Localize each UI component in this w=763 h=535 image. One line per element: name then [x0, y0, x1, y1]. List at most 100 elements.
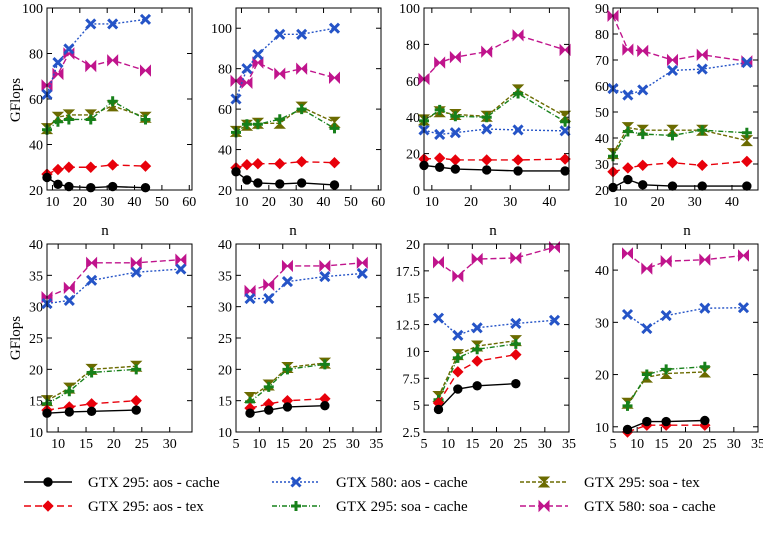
x-tick-label: 20 [107, 437, 121, 452]
data-point-gtx295_aos_cache [450, 164, 461, 174]
x-tick-label: 10 [45, 195, 59, 210]
series-line-gtx580_aos_cache [235, 27, 335, 100]
y-tick-label: 7.5 [403, 372, 421, 387]
y-tick-label: 20 [406, 148, 420, 163]
x-tick-label: 40 [725, 195, 739, 210]
x-axis-label-panel-4: n [683, 223, 691, 239]
data-point-gtx295_soa_cache [510, 338, 521, 349]
data-point-gtx580_soa_cache [319, 259, 331, 273]
data-point-gtx295_aos_cache [275, 179, 285, 189]
x-tick-label: 30 [538, 437, 552, 452]
data-point-gtx580_aos_cache [434, 128, 446, 141]
data-point-gtx295_soa_cache [641, 369, 652, 380]
data-point-gtx580_soa_cache [241, 76, 253, 90]
data-point-gtx295_soa_cache [131, 364, 142, 375]
legend-label: GTX 580: soa - cache [584, 499, 716, 515]
y-tick-label: 40 [595, 264, 609, 279]
data-point-gtx295_soa_cache [329, 123, 340, 134]
plot-frame [235, 7, 382, 191]
data-point-gtx295_aos_cache [622, 424, 633, 435]
y-tick-label: 80 [406, 38, 420, 53]
data-point-gtx295_soa_cache [85, 114, 96, 125]
x-tick-label: 10 [630, 437, 644, 452]
data-point-gtx580_aos_cache [85, 18, 97, 30]
plot-frame [235, 243, 382, 433]
data-point-gtx295_aos_cache [661, 416, 671, 427]
y-tick-label: 15 [29, 395, 43, 410]
series-gtx295_soa_cache [245, 359, 330, 407]
data-point-gtx295_aos_cache [560, 166, 570, 176]
y-tick-label: 15 [406, 292, 420, 307]
y-tick-label: 25 [29, 332, 43, 347]
data-point-gtx295_soa_cache [667, 130, 678, 141]
y-tick-label: 20 [595, 369, 609, 384]
series-gtx580_soa_cache [433, 241, 560, 283]
data-point-gtx580_aos_cache [244, 292, 256, 305]
series-gtx295_aos_tex [41, 159, 152, 180]
legend-label: GTX 295: soa - tex [584, 475, 700, 491]
series-gtx580_aos_cache [41, 263, 187, 310]
series-gtx295_aos_tex [41, 394, 142, 416]
data-point-gtx580_aos_cache [737, 302, 750, 314]
x-tick-label: 15 [79, 437, 93, 452]
data-point-gtx295_soa_cache [274, 114, 285, 125]
x-tick-label: 35 [369, 437, 383, 452]
data-point-gtx295_aos_cache [642, 416, 652, 427]
y-tick-label: 30 [595, 158, 609, 173]
data-point-gtx295_aos_cache [86, 406, 97, 417]
x-tick-label: 20 [73, 195, 87, 210]
series-line-gtx295_soa_tex [249, 362, 325, 399]
series-line-gtx295_soa_tex [626, 371, 705, 404]
data-point-gtx580_aos_cache [296, 28, 308, 40]
y-tick-label: 40 [218, 238, 232, 253]
series-gtx580_soa_cache [41, 47, 151, 92]
y-tick-label: 12.5 [396, 319, 421, 334]
data-point-gtx295_soa_cache [622, 400, 633, 411]
data-point-gtx580_aos_cache [319, 271, 331, 283]
series-line-gtx580_aos_cache [423, 128, 566, 136]
x-axis-label-panel-1: n [101, 223, 109, 239]
series-gtx580_aos_cache [244, 267, 368, 305]
series-gtx295_soa_cache [419, 88, 571, 127]
legend-marker-gtx295_aos_tex [42, 500, 54, 512]
data-point-gtx580_soa_cache [641, 262, 653, 275]
data-point-gtx295_aos_cache [433, 404, 444, 415]
y-tick-label: 10 [595, 421, 609, 436]
y-axis-label-top: GFlops [8, 78, 24, 122]
x-tick-label: 20 [464, 195, 478, 210]
data-point-gtx295_aos_cache [107, 181, 118, 192]
y-tick-label: 60 [218, 103, 232, 118]
series-line-gtx295_aos_cache [437, 382, 516, 410]
data-point-gtx295_aos_tex [452, 366, 464, 378]
data-point-gtx580_aos_cache [281, 276, 294, 288]
data-point-gtx295_soa_cache [241, 119, 252, 130]
y-tick-label: 100 [399, 2, 420, 17]
data-point-gtx295_soa_cache [450, 111, 461, 122]
data-point-gtx295_soa_cache [296, 104, 307, 115]
x-tick-label: 40 [542, 195, 556, 210]
data-point-gtx580_soa_cache [252, 56, 264, 69]
data-point-gtx295_soa_cache [637, 129, 648, 140]
series-line-gtx295_soa_cache [46, 368, 137, 405]
legend-label: GTX 295: aos - tex [88, 499, 204, 515]
data-point-gtx580_aos_cache [63, 43, 75, 55]
x-tick-label: 15 [276, 437, 290, 452]
data-point-gtx295_soa_cache [560, 116, 571, 127]
data-point-gtx580_aos_cache [63, 294, 75, 306]
x-axis-label-panel-3: n [489, 223, 497, 239]
data-point-gtx295_aos_tex [741, 155, 753, 168]
data-point-gtx580_aos_cache [86, 274, 98, 286]
data-point-gtx295_aos_cache [623, 174, 633, 185]
x-tick-label: 10 [252, 437, 266, 452]
y-tick-label: 20 [218, 363, 232, 378]
x-tick-label: 20 [262, 195, 276, 210]
series-gtx295_aos_cache [622, 415, 710, 435]
plot-frame [46, 243, 193, 433]
data-point-gtx580_aos_cache [175, 263, 187, 275]
legend-marker-gtx295_soa_tex [537, 476, 551, 488]
panel-4: 10 20 30 40 20 30 40 50 60 70 80 90 [595, 2, 759, 210]
series-line-gtx580_soa_cache [46, 258, 181, 298]
data-point-gtx580_soa_cache [86, 256, 98, 270]
data-point-gtx580_aos_cache [52, 57, 64, 69]
